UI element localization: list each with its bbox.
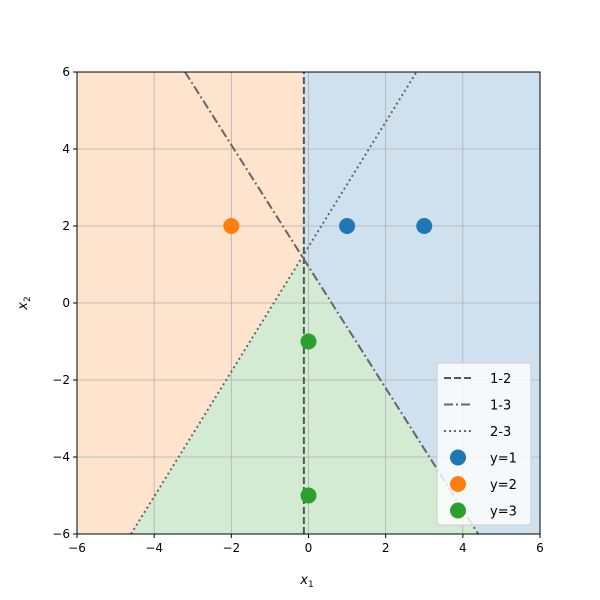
y-tick-label: 4 xyxy=(62,142,70,156)
legend-label-1-2: 1-2 xyxy=(490,372,511,387)
data-point-y3 xyxy=(300,333,317,350)
x-tick-label: 0 xyxy=(305,541,313,555)
x-tick-label: −4 xyxy=(145,541,163,555)
y-tick-label: −2 xyxy=(52,373,70,387)
y-tick-label: 2 xyxy=(62,219,70,233)
decision-boundaries xyxy=(130,72,480,534)
legend-label-2-3: 2-3 xyxy=(490,425,511,440)
legend-marker-y2 xyxy=(450,476,466,492)
y-axis-label: x2 xyxy=(16,296,33,310)
legend-marker-y1 xyxy=(450,449,466,466)
data-point-y3 xyxy=(300,487,317,504)
data-points xyxy=(223,218,433,504)
data-point-y1 xyxy=(416,218,433,234)
x-tick-label: −6 xyxy=(68,541,86,555)
legend-box xyxy=(436,362,532,526)
y-tick-label: 0 xyxy=(62,296,70,310)
legend-label-1-3: 1-3 xyxy=(490,399,511,414)
x-tick-label: −2 xyxy=(222,541,240,555)
legend-label-y3: y=3 xyxy=(490,505,517,520)
legend-label-y2: y=2 xyxy=(490,478,517,493)
x-tick-label: 4 xyxy=(459,541,467,555)
x-tick-label: 2 xyxy=(382,541,390,555)
y-tick-label: −4 xyxy=(52,450,70,464)
data-point-y1 xyxy=(339,218,356,234)
boundary-line-1-3 xyxy=(184,72,480,534)
legend-marker-y3 xyxy=(450,502,466,519)
boundary-line-2-3 xyxy=(130,72,418,534)
data-point-y2 xyxy=(223,218,240,234)
legend: 1-2 1-3 2-3 y=1 y=2 y=3 xyxy=(436,362,532,526)
axis-ticks: −6 −4 −2 0 2 4 6 −6 −4 −2 0 2 4 6 xyxy=(52,65,544,555)
region-class-3 xyxy=(131,256,479,534)
legend-label-y1: y=1 xyxy=(490,452,517,467)
x-axis-label: x1 xyxy=(299,573,313,590)
y-tick-label: −6 xyxy=(52,527,70,541)
y-tick-label: 6 xyxy=(62,65,70,79)
x-tick-label: 6 xyxy=(536,541,544,555)
